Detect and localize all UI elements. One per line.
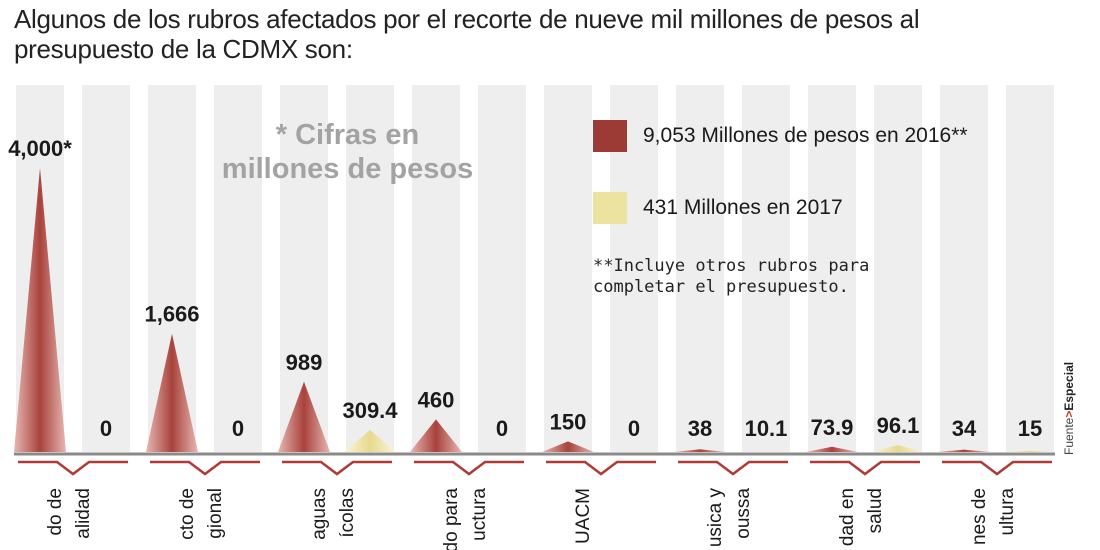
- value-label-2017-1: 0: [232, 416, 244, 441]
- category-label-1-0: cto de: [177, 488, 198, 540]
- category-bracket-0: [18, 460, 128, 476]
- column-bg-2017-3: [478, 85, 526, 452]
- bar-2016-4: [542, 441, 594, 452]
- column-bg-2017-2: [346, 85, 394, 452]
- bar-2016-1: [146, 333, 198, 452]
- category-label-6-0: dad en: [837, 488, 858, 546]
- category-label-6-1: salud: [865, 488, 886, 533]
- value-label-2016-2: 989: [286, 350, 323, 375]
- category-label-5-1: oussa: [733, 488, 754, 539]
- value-label-2016-7: 34: [952, 416, 977, 441]
- category-label-2-0: aguas: [309, 488, 330, 540]
- legend-label-2016: 9,053 Millones de pesos en 2016**: [643, 124, 968, 147]
- bar-2016-0: [14, 168, 66, 452]
- value-label-2016-1: 1,666: [144, 302, 199, 327]
- bar-2016-2: [278, 381, 330, 452]
- value-label-2016-0: 4,000*: [8, 136, 72, 161]
- category-label-3-1: uctura: [469, 488, 490, 541]
- column-bg-2017-6: [874, 85, 922, 452]
- category-label-3-0: do para: [441, 488, 462, 550]
- category-label-7-0: nes de: [969, 488, 990, 545]
- bar-2017-7: [1004, 450, 1056, 452]
- category-label-0-0: do de: [45, 488, 66, 536]
- category-bracket-4: [546, 460, 656, 476]
- category-bracket-7: [942, 460, 1052, 476]
- category-bracket-3: [414, 460, 524, 476]
- legend-label-2017: 431 Millones en 2017: [643, 196, 843, 219]
- column-bg-2017-1: [214, 85, 262, 452]
- source-arrow: >: [1062, 410, 1076, 418]
- source-credit: Fuente>Especial: [1062, 362, 1076, 455]
- value-label-2016-6: 73.9: [811, 415, 854, 440]
- bar-2016-7: [938, 449, 990, 452]
- value-label-2016-5: 38: [688, 416, 712, 441]
- column-bg-2016-7: [940, 85, 988, 452]
- chart-title: Algunos de los rubros afectados por el r…: [14, 4, 920, 64]
- value-label-2017-0: 0: [100, 416, 112, 441]
- column-bg-2016-6: [808, 85, 856, 452]
- column-bg-2016-4: [544, 85, 592, 452]
- value-label-2017-4: 0: [628, 416, 640, 441]
- value-label-2017-5: 10.1: [745, 416, 788, 441]
- value-label-2017-2: 309.4: [342, 398, 398, 423]
- legend-swatch-2017: [593, 192, 627, 224]
- footnote: **Incluye otros rubros para completar el…: [593, 256, 870, 297]
- category-label-2-1: ícolas: [337, 488, 358, 538]
- column-bg-2016-5: [676, 85, 724, 452]
- category-bracket-5: [678, 460, 788, 476]
- column-bg-2016-3: [412, 85, 460, 452]
- category-label-5-0: usica y: [705, 488, 726, 548]
- category-label-0-1: alidad: [73, 488, 94, 539]
- bar-2017-6: [872, 445, 924, 452]
- value-label-2017-7: 15: [1018, 416, 1042, 441]
- bar-2017-2: [344, 430, 396, 452]
- legend-swatch-2016: [593, 120, 627, 152]
- bar-2016-5: [674, 449, 726, 452]
- units-note: * Cifras en millones de pesos: [221, 119, 474, 185]
- category-bracket-6: [810, 460, 920, 476]
- column-bg-2017-0: [82, 85, 130, 452]
- bar-2016-6: [806, 446, 858, 452]
- category-bracket-2: [282, 460, 392, 476]
- bar-2016-3: [410, 419, 462, 452]
- source-name: Especial: [1062, 361, 1076, 411]
- column-bg-2017-5: [742, 85, 790, 452]
- category-label-1-1: gional: [205, 488, 226, 539]
- column-bg-2017-7: [1006, 85, 1054, 452]
- value-label-2017-6: 96.1: [877, 413, 920, 438]
- category-bracket-1: [150, 460, 260, 476]
- category-label-7-1: ultura: [997, 488, 1018, 536]
- value-label-2016-3: 460: [418, 387, 455, 412]
- source-label: Fuente: [1062, 417, 1076, 455]
- value-label-2016-4: 150: [550, 409, 587, 434]
- category-label-4-0: UACM: [573, 488, 594, 544]
- value-label-2017-3: 0: [496, 416, 508, 441]
